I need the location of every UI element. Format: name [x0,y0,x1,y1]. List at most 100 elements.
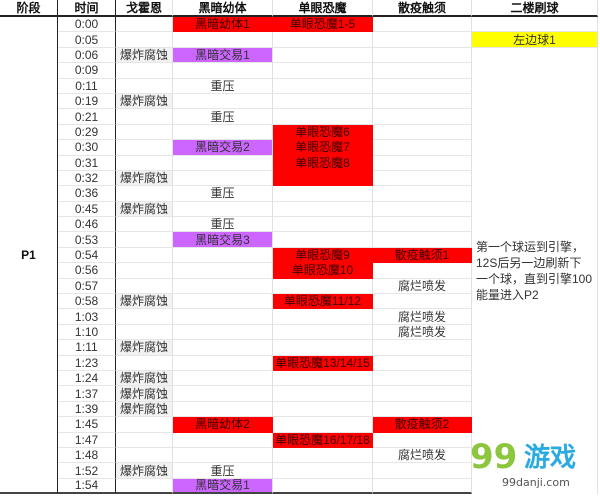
gohorn-cell[interactable] [116,232,173,248]
dark-brood-cell[interactable] [173,432,273,448]
tentacle-cell[interactable] [373,294,472,310]
time-cell[interactable]: 1:45 [58,417,116,433]
dark-brood-cell[interactable]: 重压 [173,463,273,479]
dark-brood-cell[interactable] [173,247,273,264]
dark-brood-cell[interactable] [173,324,273,341]
header-dark-brood[interactable]: 黑暗幼体 [173,0,273,17]
dark-brood-cell[interactable] [173,32,273,48]
tentacle-cell[interactable] [373,109,472,125]
eye-horror-cell[interactable] [273,370,373,387]
dark-brood-cell[interactable] [173,93,273,110]
gohorn-cell[interactable]: 爆炸腐蚀 [116,294,173,310]
tentacle-cell[interactable] [373,355,472,371]
gohorn-cell[interactable] [116,140,173,156]
dark-brood-cell[interactable] [173,355,273,371]
tentacle-cell[interactable]: 散疫触须1 [373,247,472,264]
time-cell[interactable]: 1:48 [58,447,116,464]
header-eye-horror[interactable]: 单眼恐魔 [273,0,373,17]
dark-brood-cell[interactable] [173,340,273,356]
gohorn-cell[interactable]: 爆炸腐蚀 [116,386,173,402]
time-cell[interactable]: 0:30 [58,140,116,156]
eye-horror-cell[interactable] [273,232,373,248]
gohorn-cell[interactable] [116,432,173,448]
eye-horror-cell[interactable] [273,340,373,356]
eye-horror-cell[interactable] [273,217,373,233]
ball-cell[interactable]: 左边球1 [472,32,598,48]
dark-brood-cell[interactable] [173,370,273,387]
dark-brood-cell[interactable]: 黑暗交易1 [173,47,273,64]
eye-horror-cell[interactable]: 单眼恐魔11/12 [273,294,373,310]
eye-horror-cell[interactable]: 单眼恐魔13/14/15 [273,355,373,371]
time-cell[interactable]: 1:47 [58,432,116,448]
eye-horror-cell[interactable] [273,47,373,64]
gohorn-cell[interactable]: 爆炸腐蚀 [116,47,173,64]
tentacle-cell[interactable] [373,201,472,218]
dark-brood-cell[interactable]: 重压 [173,78,273,94]
tentacle-cell[interactable] [373,401,472,418]
dark-brood-cell[interactable] [173,201,273,218]
eye-horror-cell[interactable] [273,201,373,218]
time-cell[interactable]: 1:37 [58,386,116,402]
gohorn-cell[interactable] [116,278,173,295]
tentacle-cell[interactable] [373,217,472,233]
time-cell[interactable]: 0:19 [58,93,116,110]
gohorn-cell[interactable]: 爆炸腐蚀 [116,170,173,187]
tentacle-cell[interactable] [373,124,472,141]
tentacle-cell[interactable]: 散疫触须2 [373,417,472,433]
time-cell[interactable]: 0:09 [58,63,116,79]
gohorn-cell[interactable] [116,478,173,495]
time-cell[interactable]: 1:52 [58,463,116,479]
dark-brood-cell[interactable]: 重压 [173,217,273,233]
dark-brood-cell[interactable]: 黑暗交易2 [173,140,273,156]
gohorn-cell[interactable] [116,186,173,202]
tentacle-cell[interactable] [373,478,472,495]
dark-brood-cell[interactable]: 黑暗交易3 [173,232,273,248]
dark-brood-cell[interactable] [173,278,273,295]
gohorn-cell[interactable]: 爆炸腐蚀 [116,93,173,110]
time-cell[interactable]: 0:29 [58,124,116,141]
tentacle-cell[interactable] [373,17,472,33]
gohorn-cell[interactable] [116,109,173,125]
time-cell[interactable]: 0:36 [58,186,116,202]
tentacle-cell[interactable] [373,232,472,248]
stage-cell[interactable]: P1 [0,17,58,495]
dark-brood-cell[interactable] [173,401,273,418]
time-cell[interactable]: 0:00 [58,17,116,33]
tentacle-cell[interactable]: 腐烂喷发 [373,447,472,464]
time-cell[interactable]: 0:46 [58,217,116,233]
eye-horror-cell[interactable] [273,309,373,325]
time-cell[interactable]: 0:32 [58,170,116,187]
eye-horror-cell[interactable] [273,109,373,125]
time-cell[interactable]: 1:54 [58,478,116,495]
gohorn-cell[interactable] [116,355,173,371]
tentacle-cell[interactable]: 腐烂喷发 [373,309,472,325]
eye-horror-cell[interactable] [273,478,373,495]
eye-horror-cell[interactable] [273,463,373,479]
ball-note[interactable]: 第一个球运到引擎，12S后另一边刷新下一个球，直到引擎100能量进入P2 [472,47,598,495]
eye-horror-cell[interactable]: 单眼恐魔16/17/18 [273,432,373,448]
gohorn-cell[interactable] [116,447,173,464]
eye-horror-cell[interactable]: 单眼恐魔6 [273,124,373,141]
tentacle-cell[interactable] [373,47,472,64]
eye-horror-cell[interactable]: 单眼恐魔8 [273,155,373,171]
eye-horror-cell[interactable] [273,170,373,187]
header-gohorn[interactable]: 戈霍恩 [116,0,173,17]
header-tentacle[interactable]: 散疫触须 [373,0,472,17]
gohorn-cell[interactable] [116,17,173,33]
eye-horror-cell[interactable] [273,417,373,433]
eye-horror-cell[interactable] [273,324,373,341]
eye-horror-cell[interactable]: 单眼恐魔7 [273,140,373,156]
gohorn-cell[interactable] [116,32,173,48]
time-cell[interactable]: 1:11 [58,340,116,356]
ball-cell[interactable] [472,17,598,33]
tentacle-cell[interactable] [373,463,472,479]
tentacle-cell[interactable] [373,78,472,94]
gohorn-cell[interactable] [116,155,173,171]
header-ball[interactable]: 二楼刷球 [472,0,598,17]
gohorn-cell[interactable] [116,263,173,279]
time-cell[interactable]: 0:06 [58,47,116,64]
eye-horror-cell[interactable] [273,93,373,110]
dark-brood-cell[interactable]: 重压 [173,109,273,125]
eye-horror-cell[interactable] [273,447,373,464]
tentacle-cell[interactable] [373,63,472,79]
